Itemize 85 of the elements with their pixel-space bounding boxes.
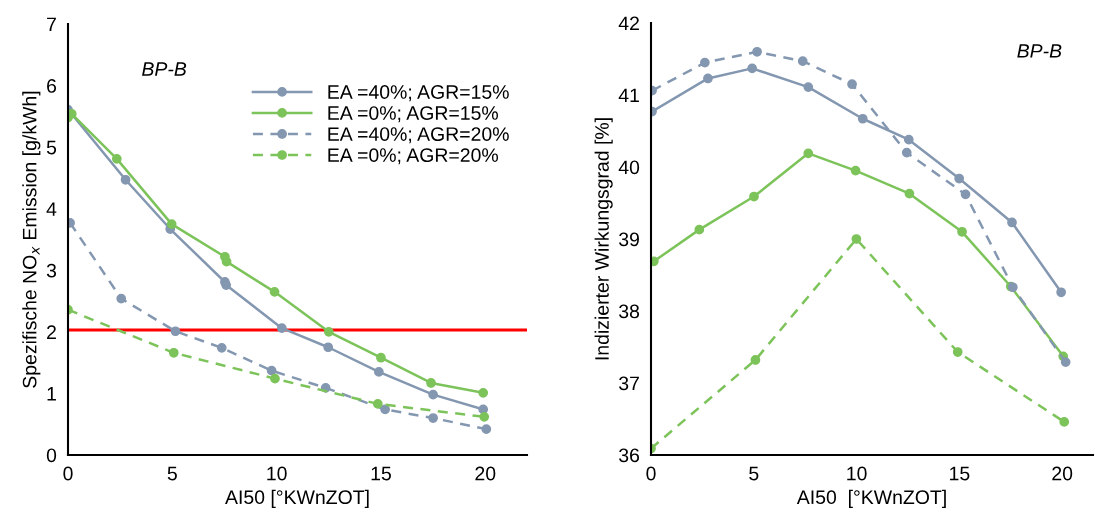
x-tick-label: 20 bbox=[475, 466, 496, 481]
point bbox=[901, 147, 912, 158]
point bbox=[270, 373, 280, 384]
y-tick-label: 1 bbox=[47, 387, 56, 401]
point bbox=[116, 293, 127, 304]
y-tick-label: 41 bbox=[618, 88, 639, 103]
point bbox=[374, 367, 384, 377]
point bbox=[797, 56, 808, 67]
point bbox=[750, 355, 761, 365]
point bbox=[216, 343, 227, 353]
point bbox=[851, 234, 862, 244]
point bbox=[1007, 217, 1017, 228]
y-tick-label: 0 bbox=[46, 448, 57, 463]
point bbox=[120, 174, 131, 185]
point bbox=[376, 352, 386, 363]
y-tick-label: 37 bbox=[619, 376, 639, 391]
point bbox=[323, 326, 334, 337]
y-tick-label: 36 bbox=[619, 448, 640, 463]
point bbox=[478, 387, 489, 398]
annotation: BP-B bbox=[142, 62, 187, 76]
point bbox=[428, 413, 438, 423]
x-tick-label: 0 bbox=[646, 466, 656, 481]
y-tick-label: 40 bbox=[618, 160, 640, 175]
point bbox=[700, 57, 710, 68]
y-tick-label: 5 bbox=[46, 140, 57, 155]
x-tick-label: 20 bbox=[1052, 466, 1073, 481]
point bbox=[752, 46, 762, 57]
point bbox=[747, 63, 758, 74]
point bbox=[168, 347, 179, 358]
legend-label: EA =40%; AGR=15% bbox=[328, 85, 509, 102]
point bbox=[749, 191, 759, 202]
y-axis-title: Indizierter Wirkungsgrad [%] bbox=[594, 118, 613, 360]
point bbox=[1060, 357, 1071, 367]
x-axis-title: AI50 [°KWnZOT] bbox=[796, 489, 946, 508]
annotation: BP-B bbox=[1017, 44, 1062, 58]
point bbox=[954, 173, 965, 184]
point bbox=[428, 389, 438, 400]
x-tick-label: 10 bbox=[847, 466, 867, 481]
x-tick-label: 0 bbox=[63, 466, 73, 481]
point bbox=[1059, 417, 1070, 427]
y-tick-label: 3 bbox=[46, 263, 57, 278]
point bbox=[380, 404, 390, 415]
point bbox=[266, 365, 277, 376]
x-axis-title: AI50 [°KWnZOT] bbox=[225, 489, 369, 508]
y-tick-label: 42 bbox=[618, 16, 639, 31]
point bbox=[694, 224, 705, 235]
point bbox=[703, 73, 713, 84]
y-tick-label: 38 bbox=[619, 304, 640, 319]
point bbox=[803, 148, 814, 159]
point bbox=[479, 411, 490, 422]
point bbox=[323, 342, 334, 353]
y-tick-label: 6 bbox=[47, 79, 57, 93]
y-tick-label: 4 bbox=[46, 202, 57, 216]
legend-label: EA =0%; AGR=15% bbox=[328, 106, 498, 123]
point bbox=[372, 399, 383, 409]
point bbox=[166, 219, 177, 229]
x-tick-label: 15 bbox=[950, 466, 970, 481]
x-tick-label: 10 bbox=[267, 466, 287, 481]
point bbox=[221, 256, 232, 267]
point bbox=[170, 326, 181, 337]
point bbox=[847, 79, 857, 90]
point bbox=[952, 347, 963, 357]
x-tick-label: 15 bbox=[371, 466, 391, 481]
point bbox=[68, 109, 77, 119]
x-tick-label: 5 bbox=[749, 466, 759, 481]
x-tick-label: 5 bbox=[167, 466, 177, 481]
legend-label: EA =0%; AGR=20% bbox=[328, 148, 498, 165]
point bbox=[803, 82, 814, 92]
point bbox=[276, 323, 287, 334]
point bbox=[903, 134, 914, 145]
legend-label: EA =40%; AGR=20% bbox=[328, 127, 509, 144]
point bbox=[904, 188, 915, 199]
point bbox=[1056, 287, 1066, 298]
y-axis-title: Spezifische NO$_{x}$ Emission [g/kWh] bbox=[22, 91, 41, 388]
point bbox=[426, 378, 436, 388]
point bbox=[850, 165, 861, 176]
point bbox=[960, 189, 971, 200]
point bbox=[269, 286, 280, 297]
y-tick-label: 7 bbox=[47, 17, 56, 32]
point bbox=[857, 113, 868, 124]
point bbox=[111, 153, 122, 164]
y-tick-label: 2 bbox=[47, 325, 56, 339]
point bbox=[481, 424, 492, 435]
y-tick-label: 39 bbox=[619, 232, 639, 247]
point bbox=[957, 226, 967, 237]
